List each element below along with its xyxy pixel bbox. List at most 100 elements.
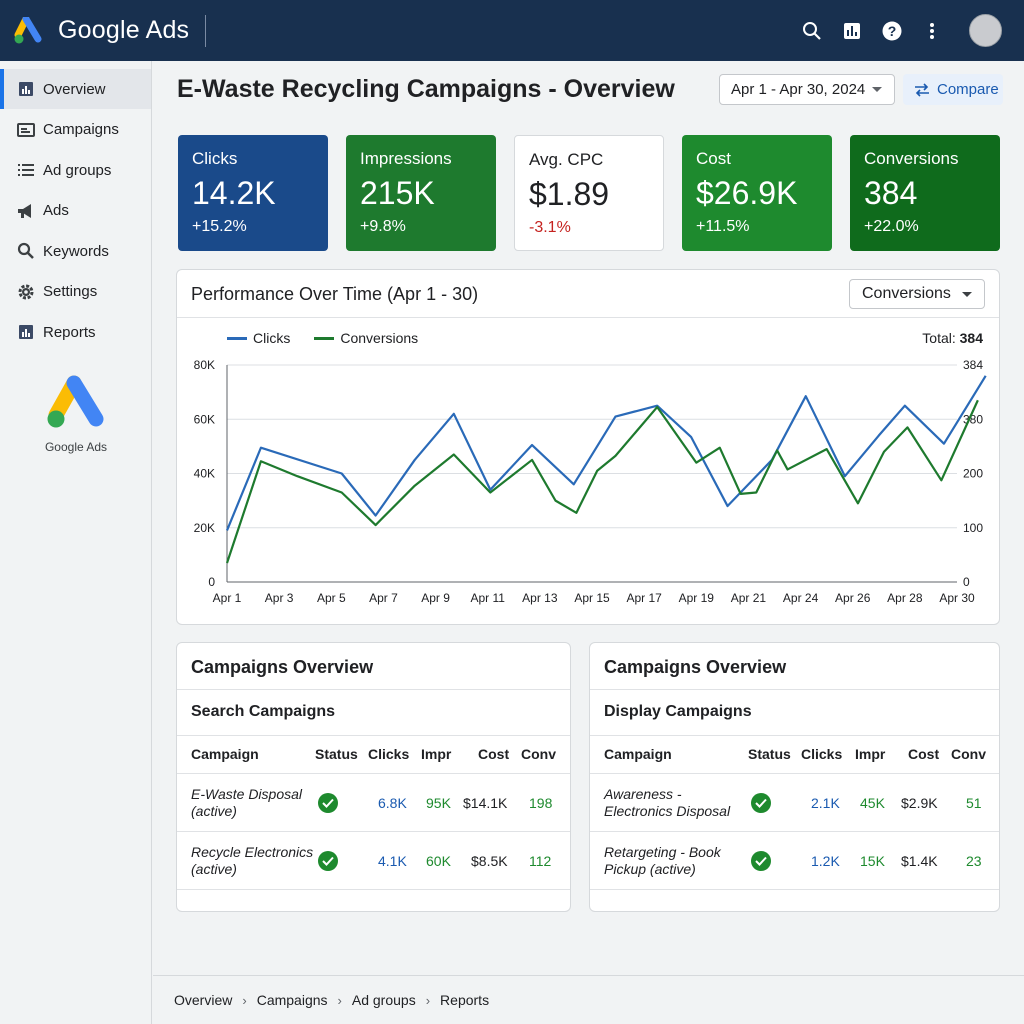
top-bar: Google Ads ? [0,0,1024,61]
main-content: E-Waste Recycling Campaigns - Overview A… [153,61,1024,1024]
x-axis-tick-label: Apr 9 [421,591,450,605]
column-header-campaign[interactable]: Campaign [191,746,259,762]
metric-label: Avg. CPC [529,150,604,169]
metric-label: Cost [696,149,731,168]
breadcrumb-campaigns[interactable]: Campaigns [256,992,328,1008]
sidebar-item-reports[interactable]: Reports [0,312,151,352]
total-value: 384 [959,330,983,346]
campaign-name[interactable]: Retargeting - Book Pickup (active) [604,843,721,877]
sidebar-item-overview[interactable]: Overview [0,69,151,109]
x-axis-tick-label: Apr 30 [939,591,975,605]
column-header-cost[interactable]: Cost [908,746,940,762]
legend-swatch [314,336,335,340]
brand-logo[interactable]: Google Ads [0,0,207,61]
metric-change: -3.1% [529,219,571,236]
chart-icon[interactable] [841,20,863,42]
breadcrumb-reports[interactable]: Reports [440,992,490,1008]
table-row[interactable]: Retargeting - Book Pickup (active) 1.2K … [590,832,999,890]
campaigns-icon [16,121,36,139]
conv-value: 198 [529,794,553,811]
search-campaigns-panel: Campaigns Overview Search Campaigns Camp… [176,642,571,912]
date-range-label: Apr 1 - Apr 30, 2024 [731,81,866,98]
x-axis-tick-label: Apr 7 [369,591,398,605]
campaign-name[interactable]: E-Waste Disposal (active) [191,785,303,819]
x-axis-tick-label: Apr 17 [626,591,662,605]
sidebar-item-ads[interactable]: Ads [0,191,151,231]
avatar[interactable] [969,14,1002,47]
sidebar-item-ad-groups[interactable]: Ad groups [0,150,151,190]
divider [177,735,570,736]
column-header-cost[interactable]: Cost [478,746,510,762]
y2-axis-tick-label: 200 [963,467,983,481]
y-axis-tick-label: 60K [194,412,215,426]
metric-card-avg-cpc[interactable]: Avg. CPC $1.89 -3.1% [514,135,664,251]
metric-card-cost[interactable]: Cost $26.9K +11.5% [682,135,832,251]
campaign-name[interactable]: Recycle Electronics (active) [191,843,314,877]
x-axis-tick-label: Apr 19 [679,591,715,605]
column-header-conv[interactable]: Conv [951,746,986,762]
impr-value: 45K [860,794,885,811]
table-header: Campaign Status Clicks Impr Cost Conv [177,735,570,773]
divider [590,773,999,774]
sidebar-item-settings[interactable]: Settings [0,272,151,312]
sidebar: Overview Campaigns Ad groups Ads Keyword… [0,61,152,1024]
table-row[interactable]: Awareness - Electronics Disposal 2.1K 45… [590,774,999,832]
x-axis-tick-label: Apr 3 [265,591,294,605]
metric-card-impressions[interactable]: Impressions 215K +9.8% [346,135,496,251]
campaign-name[interactable]: Awareness - Electronics Disposal [604,785,731,819]
metric-card-clicks[interactable]: Clicks 14.2K +15.2% [178,135,328,251]
date-range-picker[interactable]: Apr 1 - Apr 30, 2024 [719,74,895,105]
status-check-icon [751,792,771,813]
y2-axis-tick-label: 0 [963,575,970,589]
divider [177,689,570,690]
chevron-down-icon [872,87,882,92]
chevron-right-icon: › [425,992,431,1008]
compare-button[interactable]: Compare [903,74,1003,105]
legend-item-conversions: Conversions [314,330,418,346]
breadcrumb-overview[interactable]: Overview [174,992,233,1008]
metric-card-conversions[interactable]: Conversions 384 +22.0% [850,135,1000,251]
svg-text:?: ? [888,23,897,39]
column-header-status[interactable]: Status [315,746,358,762]
table-row[interactable]: E-Waste Disposal (active) 6.8K 95K $14.1… [177,774,570,832]
table-row[interactable]: Recycle Electronics (active) 4.1K 60K $8… [177,832,570,890]
metric-value: 384 [864,175,918,211]
page-title: E-Waste Recycling Campaigns - Overview [177,75,675,103]
metric-label: Clicks [192,149,238,168]
impr-value: 15K [860,852,885,869]
column-header-clicks[interactable]: Clicks [368,746,410,762]
chevron-right-icon: › [242,992,247,1008]
x-axis-tick-label: Apr 5 [317,591,346,605]
x-axis-tick-label: Apr 28 [887,591,923,605]
display-campaigns-panel: Campaigns Overview Display Campaigns Cam… [589,642,1000,912]
column-header-impr[interactable]: Impr [421,746,452,762]
search-icon[interactable] [801,20,823,42]
help-icon[interactable]: ? [881,20,903,42]
table-header: Campaign Status Clicks Impr Cost Conv [590,735,999,773]
legend-label: Conversions [340,330,419,346]
conv-value: 112 [529,852,552,869]
metric-change: +9.8% [360,218,406,235]
x-axis-tick-label: Apr 24 [783,591,819,605]
sidebar-item-label: Reports [43,323,96,341]
side-google-ads-logo: Google Ads [44,375,108,454]
breadcrumb-ad-groups[interactable]: Ad groups [351,992,416,1008]
clicks-value: 1.2K [811,852,840,869]
total-label: Total: [922,330,956,346]
clicks-value: 4.1K [378,852,407,869]
column-header-campaign[interactable]: Campaign [604,746,672,762]
column-header-clicks[interactable]: Clicks [801,746,843,762]
series-line-conversions [225,399,979,564]
clicks-value: 2.1K [811,794,840,811]
google-ads-logo-icon [14,16,42,43]
column-header-conv[interactable]: Conv [521,746,556,762]
column-header-status[interactable]: Status [748,746,791,762]
legend-item-clicks: Clicks [227,330,290,346]
breadcrumb: Overview › Campaigns › Ad groups › Repor… [153,975,1024,1024]
more-vert-icon[interactable] [921,20,943,42]
metric-dropdown[interactable]: Conversions [849,279,985,309]
sidebar-item-campaigns[interactable]: Campaigns [0,110,151,150]
column-header-impr[interactable]: Impr [855,746,886,762]
sidebar-item-keywords[interactable]: Keywords [0,231,151,271]
